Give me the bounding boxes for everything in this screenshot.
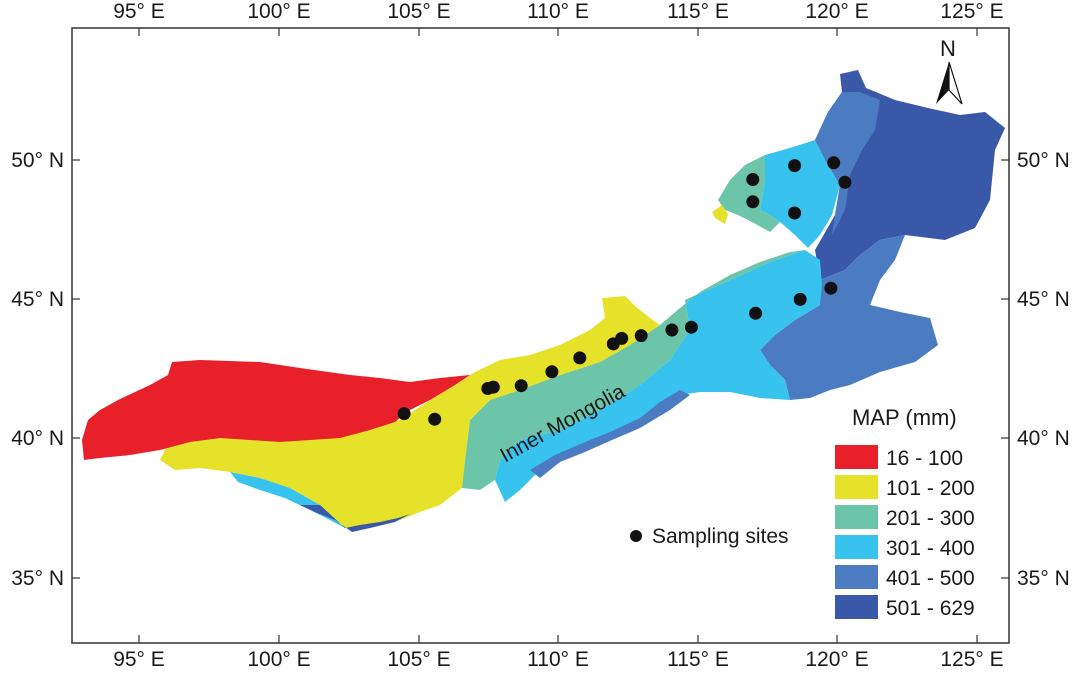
legend-swatch xyxy=(835,505,878,529)
bottom-tick-label: 110° E xyxy=(527,648,589,671)
legend-label: 301 - 400 xyxy=(886,537,975,560)
sampling-site-dot xyxy=(514,379,528,393)
legend-label: 401 - 500 xyxy=(886,567,975,590)
precipitation-zones xyxy=(82,70,1005,532)
bottom-tick-label: 125° E xyxy=(940,648,1003,671)
sampling-site-dot xyxy=(746,173,760,186)
sampling-site-dot xyxy=(788,159,802,173)
zone-16-100 xyxy=(82,360,470,460)
left-tick-label: 45° N xyxy=(11,288,64,311)
sampling-site-dot xyxy=(545,365,559,379)
sampling-site-dot xyxy=(749,306,763,320)
zone-401-500-s xyxy=(530,390,690,478)
bottom-tick-label: 95° E xyxy=(113,648,165,671)
sampling-site-dot xyxy=(793,292,807,306)
legend-swatch xyxy=(835,595,878,619)
zone-401-500 xyxy=(760,92,938,400)
map-legend: 16 - 100 101 - 200 201 - 300 301 - 400 401 -… xyxy=(835,445,975,620)
zone-201-300-main xyxy=(462,250,805,490)
top-tick-label: 115° E xyxy=(667,0,729,23)
legend-label: 501 - 629 xyxy=(886,597,975,620)
left-tick-label: 40° N xyxy=(11,427,64,450)
top-ticks xyxy=(72,28,1009,643)
sampling-legend-label: Sampling sites xyxy=(652,525,789,548)
north-label: N xyxy=(940,36,956,61)
left-tick-label: 50° N xyxy=(11,149,64,172)
zone-301-400-sw xyxy=(230,472,345,528)
sampling-site-dot xyxy=(573,351,587,365)
map-frame xyxy=(71,27,1010,644)
zone-501-629-sw xyxy=(300,505,410,532)
sampling-site-dot xyxy=(486,380,500,394)
zone-301-400-ne xyxy=(760,140,840,248)
sampling-site-dot xyxy=(397,407,411,421)
zone-201-300-ne xyxy=(718,155,780,232)
legend-swatch xyxy=(835,565,878,589)
top-tick-label: 120° E xyxy=(805,0,868,23)
sampling-legend-marker xyxy=(630,530,642,542)
legend-title: MAP (mm) xyxy=(852,405,957,430)
zone-101-200-ne xyxy=(712,205,728,224)
top-tick-label: 95° E xyxy=(113,0,165,23)
legend-swatch xyxy=(835,445,878,469)
sampling-site-dot xyxy=(615,331,629,345)
legend-label: 201 - 300 xyxy=(886,507,975,530)
north-arrow-icon xyxy=(936,61,963,105)
legend-label: 16 - 100 xyxy=(886,447,963,470)
sampling-site-dot xyxy=(824,281,838,295)
sampling-site-dot xyxy=(634,329,648,343)
sampling-site-dot xyxy=(746,195,760,209)
legend-label: 101 - 200 xyxy=(886,477,975,500)
bottom-tick-label: 100° E xyxy=(247,648,310,671)
bottom-tick-label: 120° E xyxy=(805,648,868,671)
right-tick-label: 40° N xyxy=(1017,427,1070,450)
zone-301-400-main xyxy=(495,250,822,502)
top-tick-label: 125° E xyxy=(940,0,1003,23)
top-tick-label: 105° E xyxy=(387,0,450,23)
sampling-sites xyxy=(397,156,852,426)
bottom-tick-label: 105° E xyxy=(387,648,450,671)
right-tick-label: 35° N xyxy=(1017,567,1070,590)
left-tick-label: 35° N xyxy=(11,567,64,590)
legend-swatch xyxy=(835,535,878,559)
bottom-tick-label: 115° E xyxy=(667,648,729,671)
sampling-site-dot xyxy=(827,156,841,170)
right-tick-label: 50° N xyxy=(1017,149,1070,172)
sampling-site-dot xyxy=(684,320,698,334)
sampling-site-dot xyxy=(838,175,852,189)
zone-101-200-main xyxy=(160,296,660,528)
sampling-site-dot xyxy=(665,323,679,337)
top-tick-label: 110° E xyxy=(527,0,589,23)
sampling-site-dot xyxy=(428,412,442,426)
sampling-site-dot xyxy=(788,206,802,220)
legend-swatch xyxy=(835,475,878,499)
top-tick-label: 100° E xyxy=(247,0,310,23)
right-tick-label: 45° N xyxy=(1017,288,1070,311)
